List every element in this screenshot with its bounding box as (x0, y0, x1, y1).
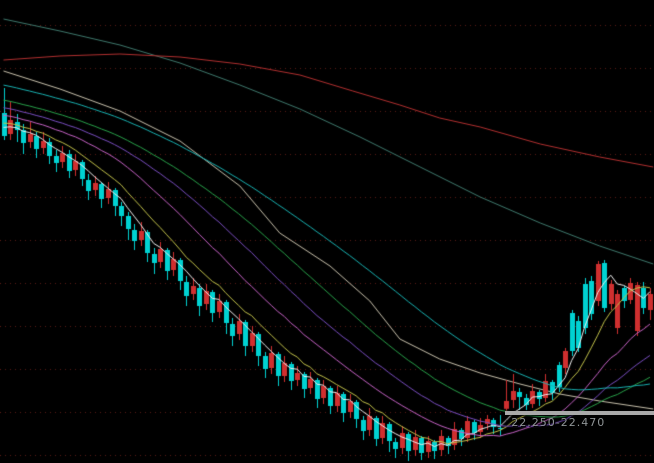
gap-price-range-label: 22.250-22.470 (511, 416, 606, 429)
gap-band (505, 410, 654, 415)
